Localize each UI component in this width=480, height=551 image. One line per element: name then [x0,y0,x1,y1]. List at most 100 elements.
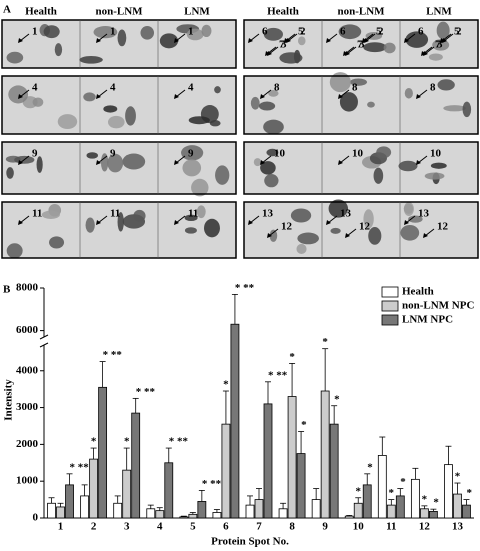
gel-spot [297,232,319,245]
arrow-head [423,51,428,56]
gel-spot [203,218,220,238]
bar [47,502,56,519]
gel-spot [329,72,351,93]
arrow-head [96,160,101,165]
bar [56,506,65,519]
spot-label: 9 [110,148,116,160]
x-tick-label: 4 [157,521,163,533]
significance-label: * [367,461,373,473]
bar [80,495,90,519]
arrow [424,228,435,237]
arrow [175,155,186,164]
gel-spot [57,114,78,130]
gel-spot [363,209,374,229]
x-tick-label: 3 [124,521,130,533]
spot-label: 12 [437,221,449,233]
arrow [249,33,260,42]
arrow [327,33,338,42]
arrow-head [362,38,367,43]
bar [263,403,273,519]
gel-spot [260,161,276,175]
spot-label: 4 [188,82,194,94]
y-tick-label: 4000 [16,364,39,376]
arrow [285,33,296,42]
spot-label: 13 [262,208,274,220]
gel-spot [266,148,279,157]
arrow [261,155,272,164]
gel-spot [376,146,392,159]
gel-spot [186,28,204,41]
gel-spot [367,101,375,108]
significance-label: * [301,419,307,431]
gel-spot [405,31,429,48]
spot-label: 2 [378,26,384,38]
gel-spot [93,26,118,39]
arrow [268,228,279,237]
spot-label: 7 [279,39,285,51]
arrow [405,33,416,42]
spot-label: 13 [418,208,430,220]
gel-spot [79,55,103,64]
spot-label: 3 [359,39,365,51]
significance-label: * [91,436,97,448]
arrow [97,89,108,98]
arrow [417,155,428,164]
legend-swatch [381,314,399,326]
bar [245,504,255,519]
arrow-head [267,233,272,238]
gel-spot [54,43,63,57]
arrow-head [18,38,23,43]
arrow-head [260,94,265,99]
gel-spot [184,214,198,222]
y-tick-label: 3000 [16,401,39,413]
gel-spot [133,209,146,222]
arrow-head [284,38,289,43]
arrow [365,33,376,42]
gel-spot [430,162,447,169]
legend-swatch [381,300,399,312]
x-tick-label: 6 [223,521,229,533]
gel-spot [328,199,349,218]
x-tick-label: 12 [419,521,431,533]
bar [362,484,372,519]
column-header: LNM [426,6,452,18]
bar [212,512,222,519]
arrow [175,215,186,224]
spot-label: 3 [437,39,443,51]
arrow [19,89,30,98]
bar [278,508,288,519]
bar [164,462,174,519]
gel-spot [117,29,127,47]
x-tick-label: 11 [386,521,396,533]
gel-spot [368,226,382,245]
arrow [424,46,435,55]
spot-label: 10 [430,148,442,160]
arrow-head [18,220,23,225]
arrow-head [364,38,369,43]
gel-spot [107,153,124,173]
gel-row-frame [1,141,237,195]
bar [230,323,240,519]
arrow-head [96,94,101,99]
spot-label: 8 [352,82,358,94]
arrow [287,33,298,42]
arrow [268,46,279,55]
gel-spot [432,39,450,51]
spot-label: 6 [262,26,268,38]
gel-spot [424,172,445,180]
legend-label: LNM NPC [402,314,453,326]
bar [131,412,141,519]
arrow-head [416,94,421,99]
arrow [19,155,30,164]
arrow [422,46,433,55]
spot-label: 4 [32,82,38,94]
gel-image [158,76,236,134]
significance-label: * [355,485,361,497]
spot-label: 2 [300,26,306,38]
column-header: Health [25,6,57,18]
bar [197,501,207,519]
gel-spot [330,227,341,234]
spot-label: 1 [188,26,194,38]
arrow-head [326,220,331,225]
